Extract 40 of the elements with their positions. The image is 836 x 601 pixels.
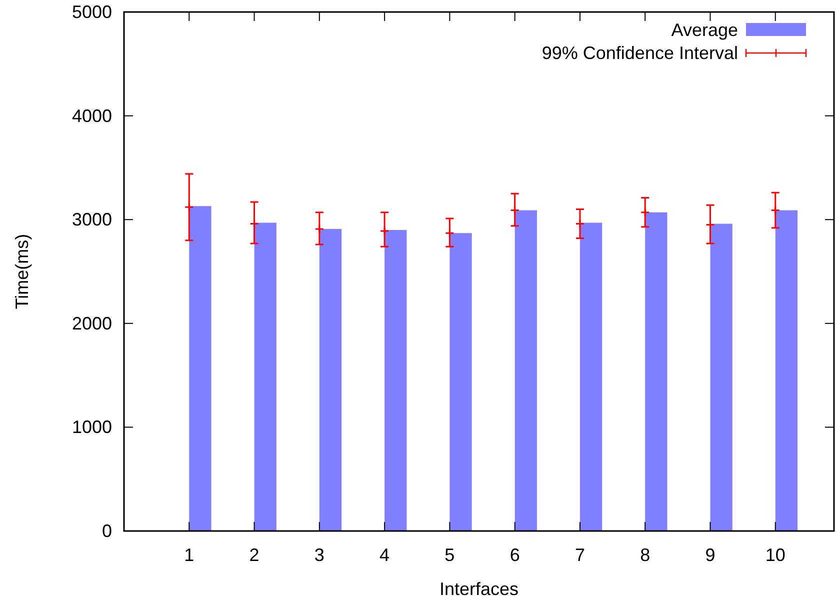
y-tick-label: 0 [102,521,112,541]
x-tick-label: 5 [444,545,455,565]
y-tick-label: 1000 [72,417,112,438]
point [640,208,650,218]
bar [580,222,602,531]
point [184,202,194,212]
x-tick-label: 9 [705,545,716,565]
x-tick-label: 7 [574,545,585,565]
point [575,219,585,228]
point [444,228,454,238]
bar [254,222,276,531]
bar [710,224,732,531]
point [250,219,260,228]
y-axis-title: Time(ms) [12,234,32,310]
legend-label: 99% Confidence Interval [542,43,738,63]
point [380,226,390,236]
bar [775,210,798,531]
y-tick-label: 2000 [72,313,112,334]
x-tick-label: 2 [249,545,260,565]
x-axis-title: Interfaces [439,579,519,599]
y-tick-label: 3000 [72,210,112,230]
y-tick-label: 4000 [72,106,112,126]
x-tick-label: 3 [314,545,324,565]
x-tick-label: 6 [510,545,520,565]
point [510,206,520,216]
x-tick-label: 4 [380,545,390,565]
point [770,206,780,216]
x-tick-label: 8 [640,545,650,565]
legend-label: Average [671,20,738,40]
bar [319,228,342,531]
x-tick-label: 1 [184,545,194,565]
bar [189,206,212,531]
point [314,224,324,234]
y-tick-label: 5000 [72,2,112,22]
point [705,220,715,230]
x-tick-label: 10 [765,545,786,565]
bar [514,210,537,531]
bar [645,212,668,531]
bar [384,230,407,531]
bar [450,233,472,531]
